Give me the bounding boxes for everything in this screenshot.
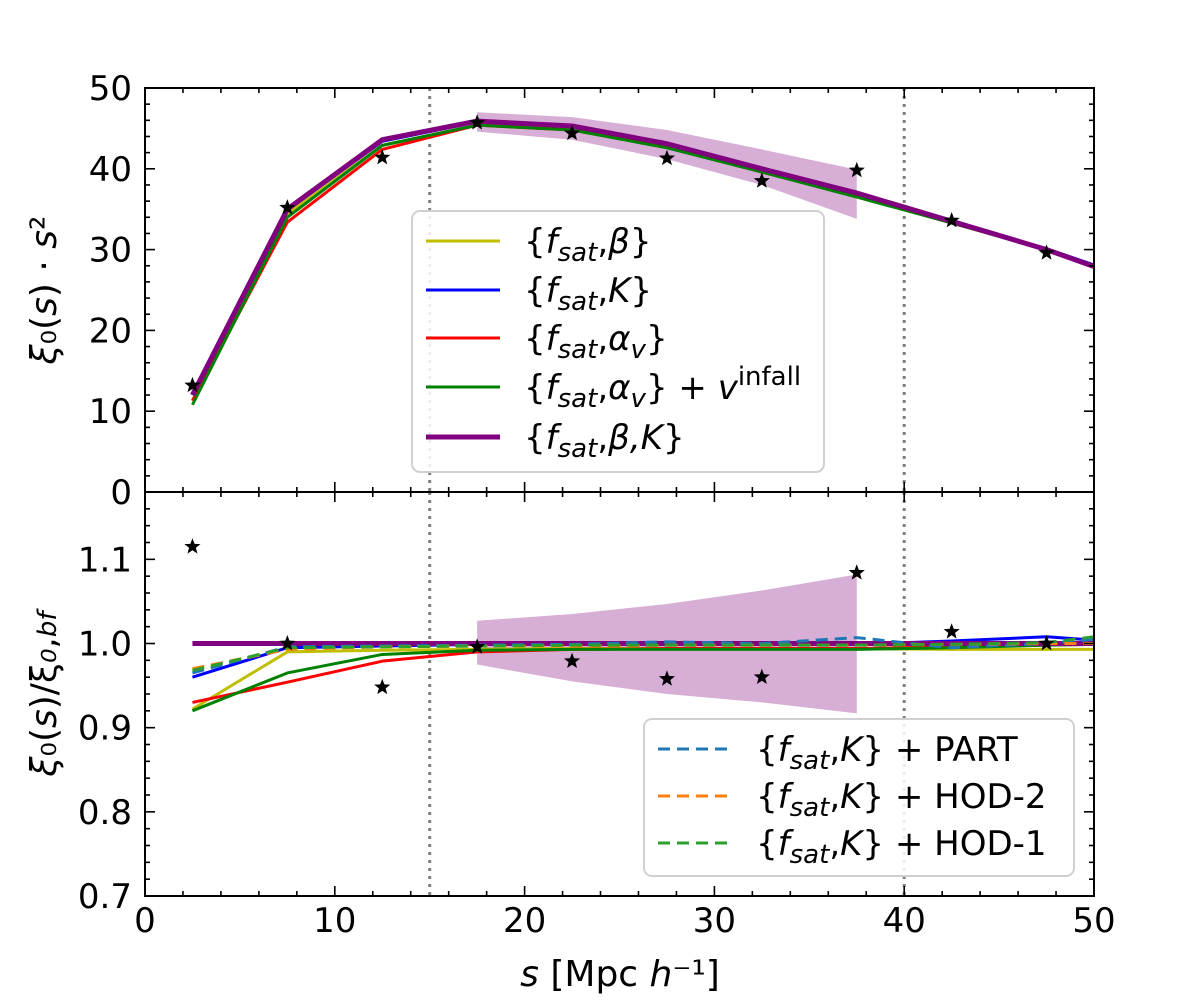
top-data-point: [848, 161, 865, 178]
bottom-series-f-sat-k-hod-1: [192, 635, 1094, 672]
top-data-point: [753, 172, 770, 188]
axes: 0 10 20 30 40 50 0 10 20 30 40 50 0.7 0.8 0.9 1.0 1.1 s […: [24, 69, 1116, 995]
top-data-point: [658, 149, 676, 166]
top-data-point: [943, 212, 960, 228]
bottom-y-tick-label: 1.0: [78, 625, 132, 665]
top-y-tick-label: 40: [89, 150, 132, 190]
bottom-data-point: [1038, 635, 1055, 651]
bottom-legend-entry-label: {fsat,K} + PART: [756, 730, 1018, 776]
top-data-point: [279, 199, 296, 215]
top-legend-frame: [411, 210, 825, 473]
top-y-tick-label: 50: [89, 69, 132, 109]
bottom-y-tick-label: 0.9: [78, 709, 132, 749]
bottom-y-tick-label: 0.8: [78, 793, 132, 833]
top-data-point: [374, 148, 391, 165]
top-legend: {fsat,β}{fsat,K}{fsat,αv}{fsat,αv} + vin…: [411, 210, 825, 473]
x-tick-label: 20: [503, 901, 546, 941]
top-y-tick-label: 10: [89, 392, 132, 432]
top-y-axis-label: ξ₀(s) · s²: [24, 216, 65, 366]
x-tick-label: 0: [134, 901, 156, 941]
top-data-point: [1038, 244, 1055, 260]
x-tick-label: 40: [883, 901, 926, 941]
top-y-tick-label: 20: [89, 311, 132, 351]
bottom-data-point: [374, 678, 391, 695]
bottom-data-point: [469, 638, 486, 654]
bottom-y-tick-label: 0.7: [78, 877, 132, 917]
bottom-data-point: [943, 623, 960, 639]
x-tick-label: 50: [1072, 901, 1115, 941]
legends: {fsat,β}{fsat,K}{fsat,αv}{fsat,αv} + vin…: [411, 210, 1075, 877]
top-legend-entry-label: {fsat,αv} + vinfall: [524, 362, 801, 414]
top-plot-area: [184, 88, 1094, 492]
bottom-data-point: [658, 670, 676, 686]
bottom-legend: {fsat,K} + PART{fsat,K} + HOD-2{fsat,K} …: [643, 718, 1075, 877]
top-legend-entry-label: {fsat,β,K}: [524, 418, 685, 464]
top-data-point: [563, 124, 581, 141]
bottom-data-point: [848, 564, 865, 580]
bottom-data-point: [184, 538, 201, 554]
top-y-tick-label: 30: [89, 231, 132, 271]
bottom-legend-entry-label: {fsat,K} + HOD-2: [756, 777, 1047, 823]
top-series-f-sat-k: [190, 118, 1094, 397]
top-panel: [184, 88, 1094, 492]
bottom-y-axis-label: ξ₀(s)/ξ₀,bf: [24, 608, 65, 778]
x-axis-label: s [Mpc h⁻¹]: [520, 954, 720, 995]
bottom-legend-entry-label: {fsat,K} + HOD-1: [756, 824, 1047, 870]
bottom-data-point: [753, 668, 770, 685]
bottom-data-point: [279, 635, 296, 651]
x-tick-label: 10: [313, 901, 356, 941]
top-data-point: [184, 376, 201, 393]
bottom-legend-frame: [643, 718, 1075, 877]
top-error-band: [477, 112, 857, 219]
bottom-data-point: [563, 652, 581, 669]
top-data-point: [469, 114, 486, 130]
x-tick-label: 30: [693, 901, 736, 941]
bottom-series-f-sat-v-v-infall: [191, 642, 1094, 713]
bottom-y-tick-label: 1.1: [78, 540, 132, 580]
top-y-tick-label: 0: [110, 473, 132, 513]
